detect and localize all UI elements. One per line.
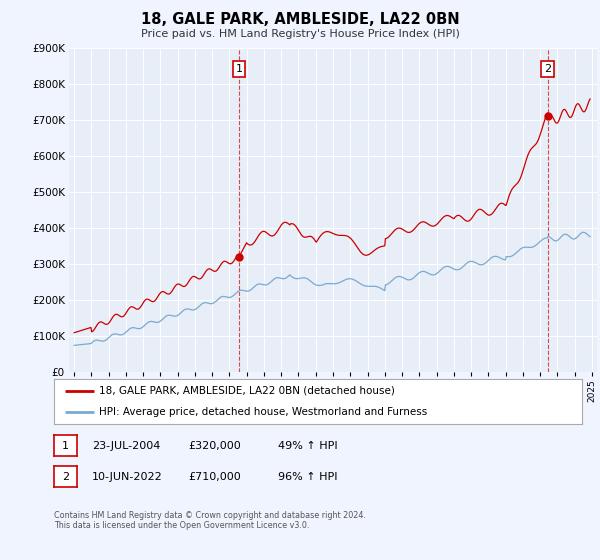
Text: 18, GALE PARK, AMBLESIDE, LA22 0BN: 18, GALE PARK, AMBLESIDE, LA22 0BN <box>140 12 460 27</box>
Text: 1: 1 <box>235 64 242 74</box>
Text: £320,000: £320,000 <box>188 441 241 451</box>
Text: Contains HM Land Registry data © Crown copyright and database right 2024.: Contains HM Land Registry data © Crown c… <box>54 511 366 520</box>
Text: 1: 1 <box>62 441 69 451</box>
Text: 23-JUL-2004: 23-JUL-2004 <box>92 441 160 451</box>
Text: 49% ↑ HPI: 49% ↑ HPI <box>278 441 337 451</box>
Text: 10-JUN-2022: 10-JUN-2022 <box>92 472 163 482</box>
Text: 18, GALE PARK, AMBLESIDE, LA22 0BN (detached house): 18, GALE PARK, AMBLESIDE, LA22 0BN (deta… <box>99 386 395 396</box>
Text: Price paid vs. HM Land Registry's House Price Index (HPI): Price paid vs. HM Land Registry's House … <box>140 29 460 39</box>
Text: HPI: Average price, detached house, Westmorland and Furness: HPI: Average price, detached house, West… <box>99 407 427 417</box>
Text: 96% ↑ HPI: 96% ↑ HPI <box>278 472 337 482</box>
Text: This data is licensed under the Open Government Licence v3.0.: This data is licensed under the Open Gov… <box>54 521 310 530</box>
Text: £710,000: £710,000 <box>188 472 241 482</box>
Text: 2: 2 <box>544 64 551 74</box>
Text: 2: 2 <box>62 472 69 482</box>
